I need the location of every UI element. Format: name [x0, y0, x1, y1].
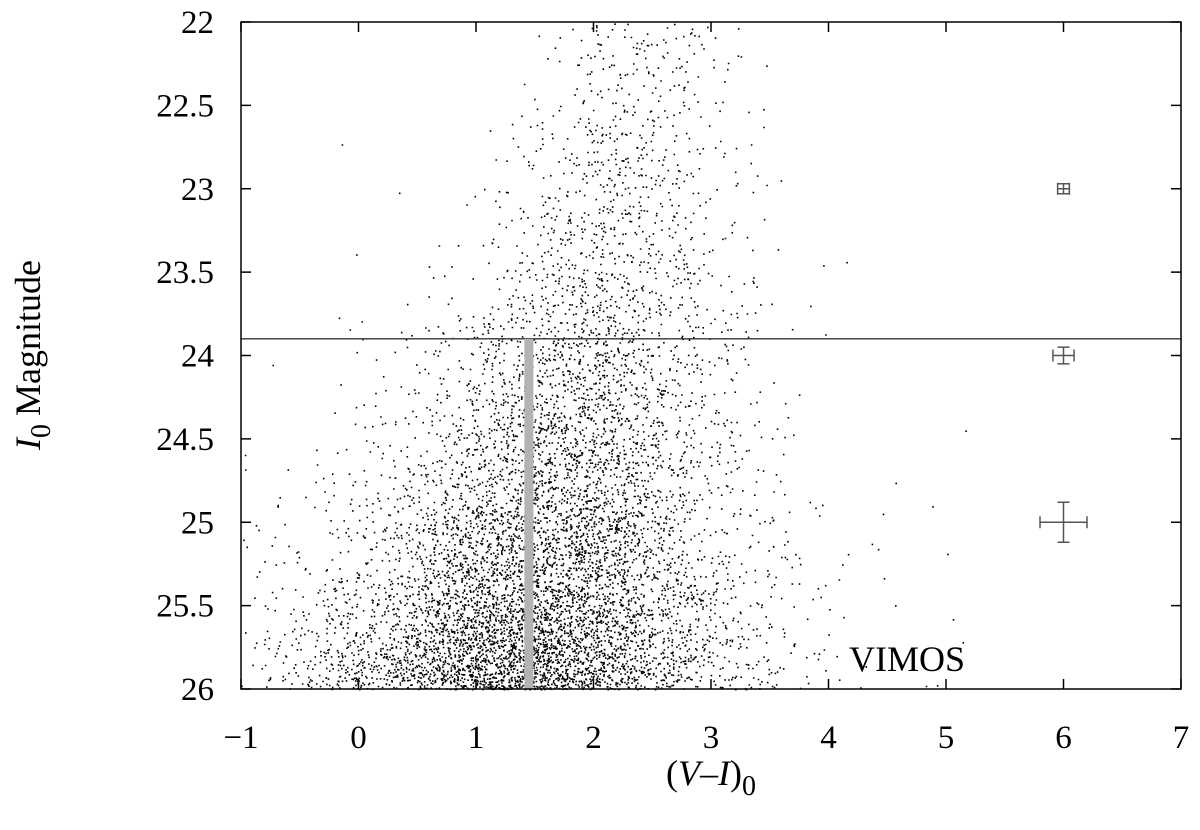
x-tick-label: 7	[1173, 720, 1190, 756]
y-tick-label: 23	[181, 172, 214, 208]
y-tick-label: 23.5	[156, 255, 214, 291]
x-tick-label: 5	[938, 720, 955, 756]
error-bar	[1056, 182, 1071, 195]
y-tick-label: 22.5	[156, 88, 214, 124]
y-axis-title: I0Magnitude	[8, 260, 57, 451]
y-tick-label: 26	[181, 672, 214, 708]
x-tick-label: 1	[468, 720, 485, 756]
y-tick-label: 24	[181, 339, 214, 375]
x-tick-label: 3	[703, 720, 720, 756]
y-tick-label: 25.5	[156, 589, 214, 625]
x-tick-label: 4	[820, 720, 837, 756]
reference-lines	[241, 338, 1181, 689]
plot-frame	[240, 21, 1182, 690]
y-tick-label: 22	[181, 5, 214, 41]
error-bar	[1052, 346, 1075, 365]
x-tick-label: −1	[223, 720, 258, 756]
error-bars	[1039, 182, 1088, 544]
error-bar	[1039, 501, 1088, 544]
annotation-label: VIMOS	[849, 639, 965, 679]
scatter-points	[241, 23, 967, 691]
x-tick-label: 0	[350, 720, 367, 756]
y-tick-label: 24.5	[156, 422, 214, 458]
y-tick-label: 25	[181, 505, 214, 541]
star-points	[241, 23, 967, 691]
x-tick-label: 6	[1055, 720, 1072, 756]
x-axis-title: (V–I)0	[666, 753, 756, 802]
x-tick-label: 2	[585, 720, 602, 756]
